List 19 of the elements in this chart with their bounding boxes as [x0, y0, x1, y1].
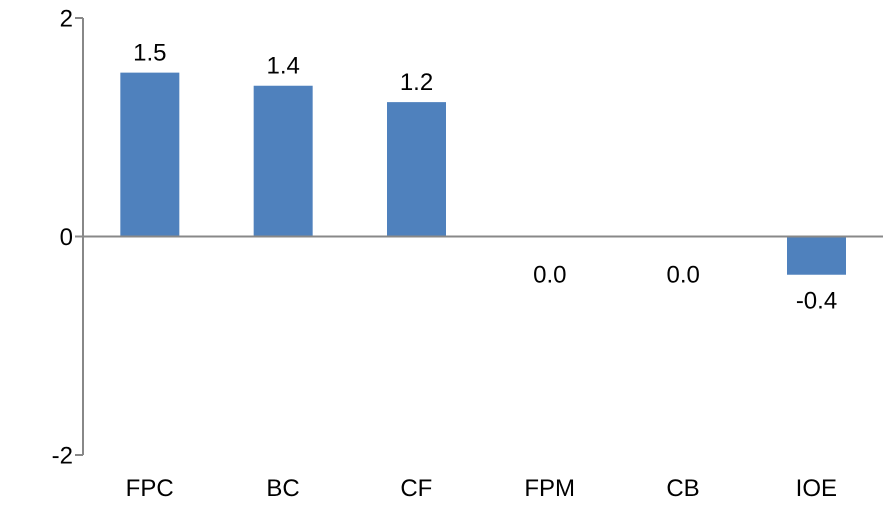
y-tick-label: -2 — [52, 442, 73, 470]
data-label: 0.0 — [666, 262, 700, 288]
x-tick-label: FPM — [524, 475, 576, 502]
y-tick-label: 0 — [60, 224, 73, 252]
data-label: 0.0 — [533, 262, 567, 288]
x-tick-label: BC — [266, 475, 300, 502]
bar — [387, 102, 446, 236]
bar — [254, 86, 313, 236]
data-label: -0.4 — [796, 288, 838, 315]
y-tick-label: 2 — [60, 6, 73, 33]
x-tick-label: FPC — [126, 475, 174, 502]
x-tick-label: CB — [666, 475, 700, 502]
data-label: 1.2 — [400, 69, 434, 96]
bar — [787, 236, 846, 275]
data-label: 1.4 — [266, 52, 300, 80]
x-tick-label: IOE — [796, 475, 838, 502]
bar — [120, 72, 180, 236]
data-label: 1.5 — [133, 40, 167, 67]
x-tick-label: CF — [400, 475, 432, 502]
